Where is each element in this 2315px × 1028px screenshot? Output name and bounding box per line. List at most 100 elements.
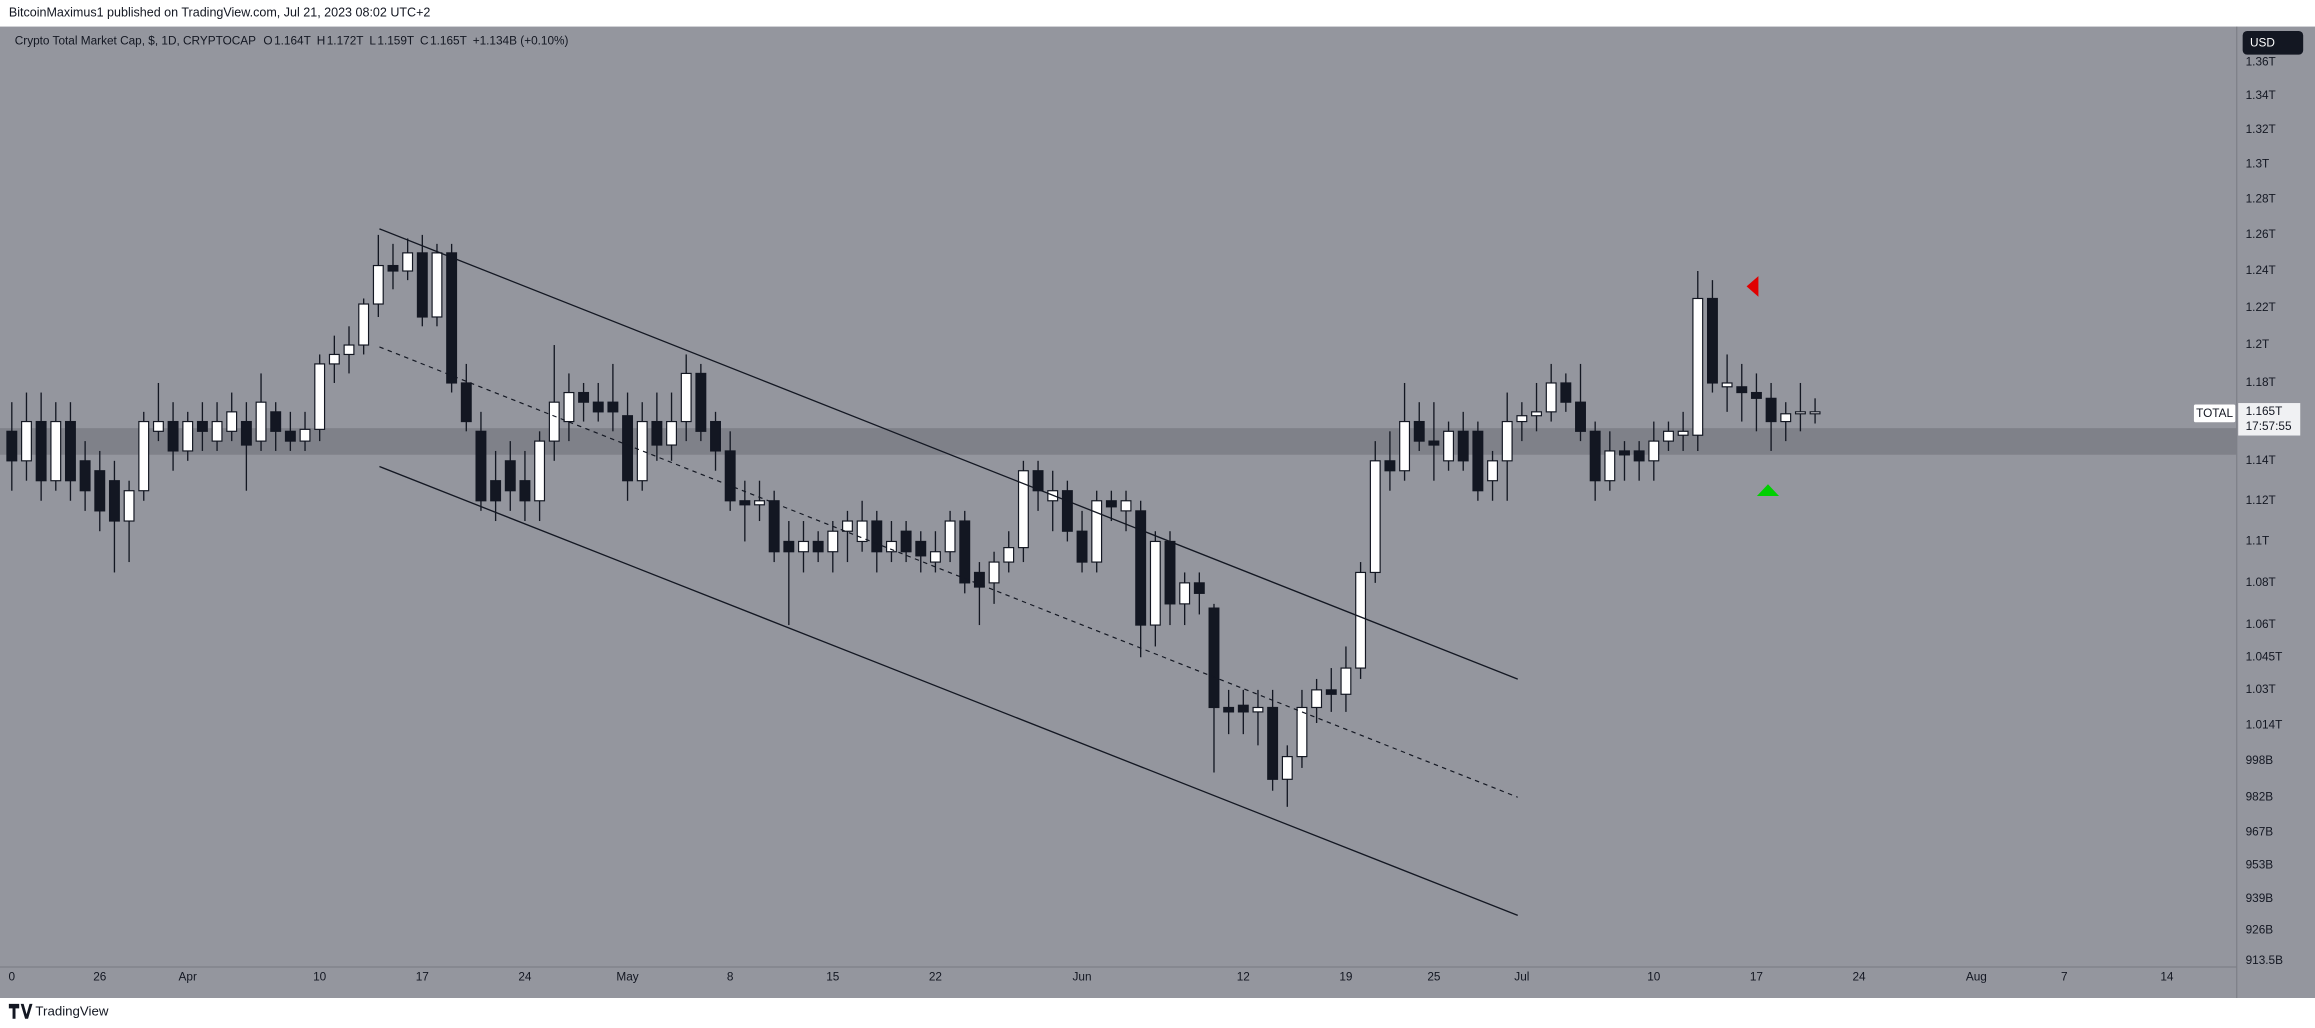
candle-body [519, 480, 531, 502]
ohlc-key: O [263, 33, 272, 47]
candle-body [710, 420, 721, 452]
candle-body [167, 420, 179, 452]
candle-body [343, 344, 355, 356]
candle-body [959, 520, 971, 584]
chart-background [0, 26, 2315, 999]
candles [6, 234, 1821, 807]
candle-body [460, 382, 472, 423]
candle-body [1193, 582, 1205, 594]
candle-body [387, 264, 399, 272]
candle-body [651, 420, 663, 446]
currency-button[interactable] [2242, 31, 2304, 55]
y-tick-label: 1.2T [2246, 337, 2270, 351]
candle-body [1765, 397, 1777, 423]
candle-body [827, 530, 839, 553]
ohlc-key: L [369, 33, 376, 47]
candle-body [182, 420, 194, 452]
series-tag-box [2193, 404, 2236, 423]
candle-body [548, 401, 560, 442]
x-tick-label: Aug [1966, 969, 1987, 983]
ohlc-value: 1.159T [377, 33, 414, 47]
candle-body [1281, 756, 1293, 780]
brand: TradingView [35, 1004, 108, 1019]
candle-body [563, 391, 575, 423]
channel-mid [379, 346, 1518, 798]
candle-body [666, 420, 678, 446]
candle-body [1413, 420, 1425, 442]
y-tick-label: 1.36T [2246, 55, 2276, 69]
y-tick-label: 1.26T [2246, 227, 2276, 241]
candle-body [138, 420, 150, 492]
candle-body [1369, 460, 1381, 574]
candle-body [1736, 386, 1748, 394]
candle-body [1120, 500, 1132, 512]
candle-body [636, 420, 648, 482]
candle-body [1516, 415, 1528, 423]
candle-body [1501, 420, 1513, 462]
candle-body [944, 520, 956, 553]
candle-body [915, 540, 927, 557]
candle-body [446, 252, 458, 384]
x-tick-label: 17 [1750, 969, 1763, 983]
candle-body [856, 520, 868, 543]
last-price: 1.165T [2246, 404, 2283, 418]
x-tick-label: 14 [2160, 969, 2174, 983]
x-tick-label: Jul [1514, 969, 1529, 983]
y-tick-label: 998B [2246, 753, 2274, 767]
x-tick-label: 0 [9, 969, 16, 983]
channel-upper [379, 228, 1518, 680]
candle-body [504, 460, 516, 492]
candle-body [929, 551, 941, 563]
y-tick-label: 939B [2246, 891, 2274, 905]
y-tick-label: 926B [2246, 922, 2274, 936]
candle-body [1179, 582, 1191, 605]
candle-body [988, 561, 1000, 584]
candle-body [328, 353, 340, 365]
candle-body [1149, 540, 1161, 626]
ohlc-value: 1.172T [327, 33, 364, 47]
currency[interactable]: USD [2250, 36, 2275, 50]
candle-body [1384, 460, 1396, 472]
candle-body [21, 420, 32, 462]
candle-body [226, 411, 238, 432]
candle-body [1560, 382, 1572, 403]
candle-body [1017, 470, 1029, 549]
candle-body [475, 430, 487, 502]
candle-body [812, 540, 824, 553]
series-tag: TOTAL [2196, 406, 2233, 420]
candle-body [1443, 430, 1455, 462]
candle-body [680, 372, 692, 423]
x-tick-label: 12 [1237, 969, 1250, 983]
candle-body [1472, 430, 1484, 492]
candle-body [739, 500, 751, 506]
candle-body [1575, 401, 1586, 432]
top-bar [0, 0, 2315, 27]
candle-body [358, 303, 370, 346]
candle-body [79, 460, 91, 492]
countdown: 17:57:55 [2246, 419, 2292, 433]
candle-body [1633, 450, 1645, 462]
ohlc-value: 1.165T [430, 33, 467, 47]
candle-body [1091, 500, 1103, 563]
x-tick-label: 19 [1339, 969, 1352, 983]
candle-body [255, 401, 267, 442]
change: +1.134B (+0.10%) [473, 33, 569, 47]
candle-body [1223, 706, 1235, 713]
candle-body [431, 252, 443, 318]
candle-body [1032, 470, 1044, 492]
candle-body [1794, 411, 1806, 415]
x-tick-label: 7 [2061, 969, 2068, 983]
candle-body [754, 500, 765, 506]
x-tick-label: 17 [416, 969, 429, 983]
candle-body [211, 420, 223, 442]
x-tick-label: 22 [929, 969, 942, 983]
y-tick-label: 1.1T [2246, 534, 2270, 548]
candle-body [1003, 547, 1015, 563]
candle-body [1267, 706, 1279, 780]
candle-body [196, 420, 208, 432]
channel-lower [379, 465, 1518, 916]
candle-body [1237, 704, 1249, 713]
candle-body [1164, 540, 1176, 605]
y-tick-label: 1.12T [2246, 493, 2276, 507]
